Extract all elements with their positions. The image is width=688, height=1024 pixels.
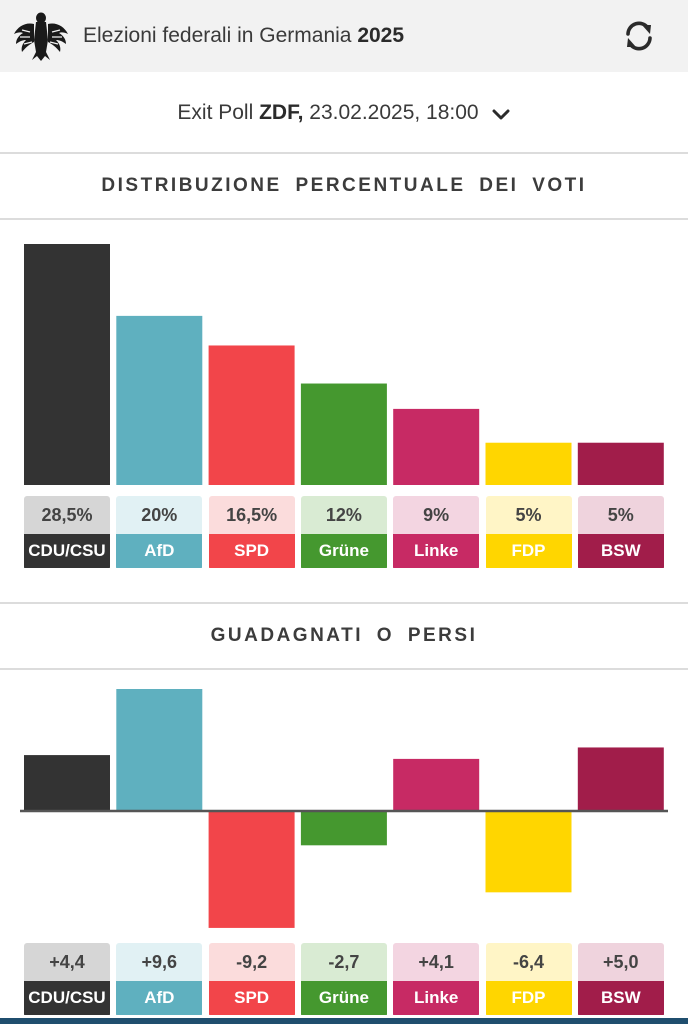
gains-bar-cdu-csu: [24, 755, 110, 811]
vote-share-party-label: CDU/CSU: [24, 534, 110, 568]
vote-share-value-label: 20%: [116, 496, 203, 534]
gains-labels: +4,4 CDU/CSU +9,6 AfD -9,2 SPD -2,7 Grüne +4,1 Li…: [0, 943, 688, 1017]
app-title: Elezioni federali in Germania 2025: [83, 24, 404, 48]
vote-share-party-label: AfD: [116, 534, 203, 568]
gains-value-label: -9,2: [208, 943, 295, 981]
gains-party-label: Linke: [393, 981, 480, 1015]
gains-bar-linke: [393, 758, 480, 811]
chevron-down-icon[interactable]: [491, 108, 511, 122]
gains-party-label: BSW: [577, 981, 664, 1015]
vote-share-bar-afd: [116, 315, 203, 485]
refresh-icon[interactable]: [620, 17, 658, 55]
vote-share-section-header: DISTRIBUZIONE PERCENTUALE DEI VOTI: [0, 152, 688, 220]
vote-share-label-afd: 20% AfD: [116, 496, 203, 570]
gains-section-header: GUADAGNATI O PERSI: [0, 602, 688, 670]
vote-share-chart: [24, 244, 664, 485]
gains-bar-bsw: [577, 747, 664, 811]
gains-label-gr-ne: -2,7 Grüne: [300, 943, 387, 1017]
vote-share-bar-linke: [393, 408, 480, 485]
vote-share-bar-gr-ne: [300, 383, 387, 485]
vote-share-party-label: BSW: [577, 534, 664, 568]
gains-value-label: +9,6: [116, 943, 203, 981]
bottom-bar: [0, 1018, 688, 1024]
poll-selector-label: Exit Poll ZDF, 23.02.2025, 18:00: [177, 101, 478, 125]
poll-source: ZDF,: [259, 101, 304, 124]
gains-party-label: SPD: [208, 981, 295, 1015]
gains-label-afd: +9,6 AfD: [116, 943, 203, 1017]
gains-party-label: Grüne: [300, 981, 387, 1015]
poll-prefix: Exit Poll: [177, 101, 254, 124]
vote-share-bar-bsw: [577, 442, 664, 485]
app-title-text: Elezioni federali in Germania: [83, 24, 352, 47]
gains-party-label: FDP: [485, 981, 572, 1015]
gains-label-bsw: +5,0 BSW: [577, 943, 664, 1017]
gains-title: GUADAGNATI O PERSI: [210, 625, 478, 646]
gains-value-label: +5,0: [577, 943, 664, 981]
gains-label-cdu-csu: +4,4 CDU/CSU: [24, 943, 110, 1017]
vote-share-value-label: 28,5%: [24, 496, 110, 534]
vote-share-bar-cdu-csu: [24, 244, 110, 485]
vote-share-label-bsw: 5% BSW: [577, 496, 664, 570]
gains-value-label: +4,1: [393, 943, 480, 981]
gains-value-label: -6,4: [485, 943, 572, 981]
vote-share-bar-fdp: [485, 442, 572, 485]
gains-bar-fdp: [485, 811, 572, 893]
vote-share-value-label: 9%: [393, 496, 480, 534]
vote-share-label-cdu-csu: 28,5% CDU/CSU: [24, 496, 110, 570]
vote-share-bar-spd: [208, 345, 295, 485]
vote-share-label-linke: 9% Linke: [393, 496, 480, 570]
gains-bar-afd: [116, 689, 203, 811]
gains-label-fdp: -6,4 FDP: [485, 943, 572, 1017]
gains-label-spd: -9,2 SPD: [208, 943, 295, 1017]
gains-party-label: CDU/CSU: [24, 981, 110, 1015]
vote-share-party-label: FDP: [485, 534, 572, 568]
gains-label-linke: +4,1 Linke: [393, 943, 480, 1017]
vote-share-labels: 28,5% CDU/CSU 20% AfD 16,5% SPD 12% Grüne 9% Link…: [0, 496, 688, 570]
vote-share-party-label: Linke: [393, 534, 480, 568]
vote-share-value-label: 16,5%: [208, 496, 295, 534]
vote-share-party-label: SPD: [208, 534, 295, 568]
gains-value-label: +4,4: [24, 943, 110, 981]
gains-bar-gr-ne: [300, 811, 387, 846]
poll-selector[interactable]: Exit Poll ZDF, 23.02.2025, 18:00: [0, 72, 688, 154]
vote-share-value-label: 12%: [300, 496, 387, 534]
gains-chart: [20, 689, 668, 928]
app-title-year: 2025: [357, 24, 405, 47]
gains-value-label: -2,7: [300, 943, 387, 981]
vote-share-label-spd: 16,5% SPD: [208, 496, 295, 570]
vote-share-label-gr-ne: 12% Grüne: [300, 496, 387, 570]
poll-datetime: 23.02.2025, 18:00: [309, 101, 479, 124]
vote-share-party-label: Grüne: [300, 534, 387, 568]
vote-share-title: DISTRIBUZIONE PERCENTUALE DEI VOTI: [101, 175, 587, 196]
vote-share-label-fdp: 5% FDP: [485, 496, 572, 570]
gains-party-label: AfD: [116, 981, 203, 1015]
gains-bar-spd: [208, 811, 295, 928]
vote-share-value-label: 5%: [485, 496, 572, 534]
federal-eagle-icon: [14, 12, 68, 61]
app-header: Elezioni federali in Germania 2025: [0, 0, 688, 72]
vote-share-value-label: 5%: [577, 496, 664, 534]
